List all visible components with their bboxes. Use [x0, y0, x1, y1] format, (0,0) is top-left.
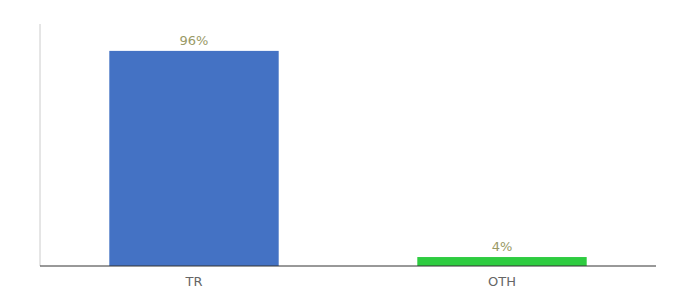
data-label: 4%: [492, 239, 513, 254]
chart-svg: TR OTH 96% 4%: [0, 0, 680, 300]
bar: [417, 257, 586, 266]
chart-container: TR OTH 96% 4%: [0, 0, 680, 300]
y-axis-line: [40, 24, 41, 266]
x-axis-line: [40, 266, 656, 267]
background: [0, 0, 680, 300]
x-tick-label: TR: [185, 274, 203, 289]
page: {"chart_data": {"type": "bar", "categori…: [0, 0, 680, 300]
x-tick-label: OTH: [488, 274, 516, 289]
bar: [109, 51, 278, 266]
data-label: 96%: [180, 33, 209, 48]
plot-area: [109, 51, 586, 266]
